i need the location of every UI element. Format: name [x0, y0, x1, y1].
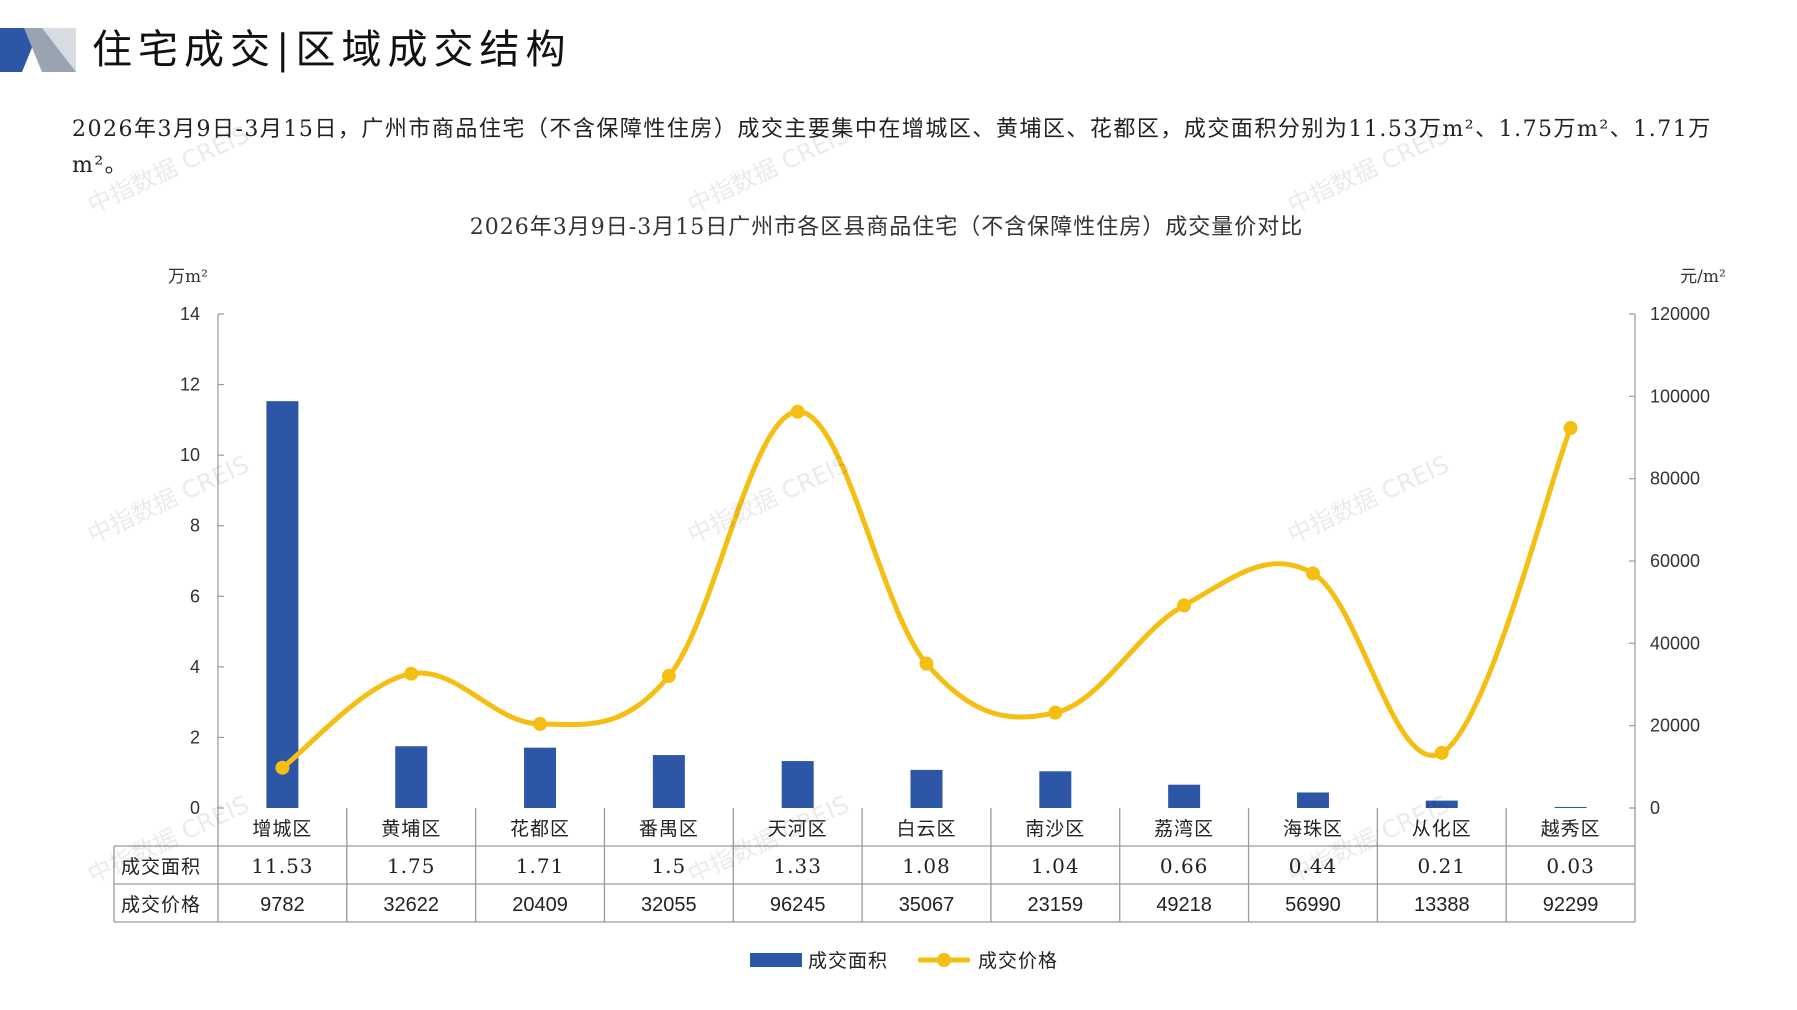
- price-point-增城区: [275, 760, 290, 775]
- category-label: 白云区: [896, 818, 956, 840]
- bar-增城区: [266, 401, 299, 808]
- price-point-荔湾区: [1177, 598, 1192, 613]
- y-right-tick-label: 40000: [1650, 633, 1700, 653]
- price-value-label: 23159: [1028, 894, 1084, 916]
- legend-bar-swatch: [750, 953, 802, 967]
- price-point-海珠区: [1305, 566, 1320, 581]
- area-value-label: 0.66: [1160, 854, 1209, 878]
- table-row-header-area: 成交面积: [121, 856, 201, 878]
- legend-line-marker: [937, 953, 951, 967]
- logo-mark-icon: [0, 28, 76, 72]
- area-value-label: 1.08: [902, 854, 951, 878]
- category-label: 黄埔区: [381, 818, 441, 840]
- y-right-tick-label: 80000: [1650, 469, 1700, 489]
- price-value-label: 32055: [641, 894, 697, 916]
- bar-从化区: [1425, 800, 1458, 808]
- y-left-tick-label: 14: [180, 304, 200, 324]
- bar-荔湾区: [1168, 784, 1201, 808]
- category-label: 番禺区: [639, 818, 699, 840]
- bar-天河区: [781, 761, 814, 808]
- y-left-tick-label: 6: [190, 586, 200, 606]
- bar-越秀区: [1554, 806, 1587, 808]
- price-point-从化区: [1434, 745, 1449, 760]
- price-point-越秀区: [1563, 421, 1578, 436]
- price-point-白云区: [919, 656, 934, 671]
- area-value-label: 1.75: [387, 854, 436, 878]
- price-value-label: 49218: [1156, 894, 1212, 916]
- summary-text: 2026年3月9日-3月15日，广州市商品住宅（不含保障性住房）成交主要集中在增…: [72, 117, 1712, 178]
- price-line: [279, 409, 1574, 771]
- category-label: 增城区: [252, 818, 312, 840]
- area-value-label: 0.03: [1546, 854, 1595, 878]
- chart-title: 2026年3月9日-3月15日广州市各区县商品住宅（不含保障性住房）成交量价对比: [470, 215, 1303, 240]
- legend-bar-label: 成交面积: [808, 950, 888, 972]
- price-value-label: 92299: [1543, 894, 1599, 916]
- bar-黄埔区: [395, 746, 428, 808]
- area-value-label: 0.21: [1418, 854, 1467, 878]
- y-right-tick-label: 120000: [1650, 304, 1710, 324]
- y-left-tick-label: 0: [190, 798, 200, 818]
- bar-白云区: [910, 769, 943, 808]
- area-value-label: 1.33: [773, 854, 822, 878]
- legend-line-label: 成交价格: [978, 950, 1058, 972]
- category-label: 天河区: [768, 818, 828, 840]
- category-label: 南沙区: [1025, 818, 1085, 840]
- price-value-label: 32622: [383, 894, 439, 916]
- price-point-南沙区: [1048, 705, 1063, 720]
- price-point-花都区: [533, 716, 548, 731]
- table-row-header-price: 成交价格: [121, 894, 201, 916]
- price-point-天河区: [790, 404, 805, 419]
- bar-海珠区: [1296, 792, 1329, 808]
- area-value-label: 1.5: [651, 854, 686, 878]
- price-value-label: 35067: [899, 894, 955, 916]
- price-point-番禺区: [661, 669, 676, 684]
- area-value-label: 11.53: [251, 854, 313, 878]
- category-label: 从化区: [1412, 818, 1472, 840]
- category-label: 越秀区: [1541, 818, 1601, 840]
- y-left-tick-label: 4: [190, 657, 200, 677]
- price-value-label: 13388: [1414, 894, 1470, 916]
- price-value-label: 96245: [770, 894, 826, 916]
- y-right-tick-label: 20000: [1650, 716, 1700, 736]
- y-right-tick-label: 60000: [1650, 551, 1700, 571]
- category-label: 荔湾区: [1154, 818, 1214, 840]
- area-value-label: 1.71: [516, 854, 565, 878]
- bar-南沙区: [1039, 771, 1072, 808]
- category-label: 花都区: [510, 818, 570, 840]
- y-left-tick-label: 8: [190, 516, 200, 536]
- price-value-label: 9782: [260, 894, 305, 916]
- y-left-tick-label: 2: [190, 727, 200, 747]
- y-left-tick-label: 12: [180, 375, 200, 395]
- y-right-axis-label: 元/m²: [1680, 267, 1726, 287]
- price-point-黄埔区: [404, 666, 419, 681]
- page-title: 住宅成交|区域成交结构: [92, 27, 572, 73]
- price-value-label: 20409: [512, 894, 568, 916]
- category-label: 海珠区: [1283, 818, 1343, 840]
- y-right-tick-label: 100000: [1650, 386, 1710, 406]
- area-value-label: 0.44: [1289, 854, 1338, 878]
- bar-番禺区: [652, 755, 685, 808]
- y-right-tick-label: 0: [1650, 798, 1660, 818]
- price-value-label: 56990: [1285, 894, 1341, 916]
- y-left-axis-label: 万m²: [168, 267, 208, 287]
- bar-花都区: [524, 747, 557, 808]
- y-left-tick-label: 10: [180, 445, 200, 465]
- area-value-label: 1.04: [1031, 854, 1080, 878]
